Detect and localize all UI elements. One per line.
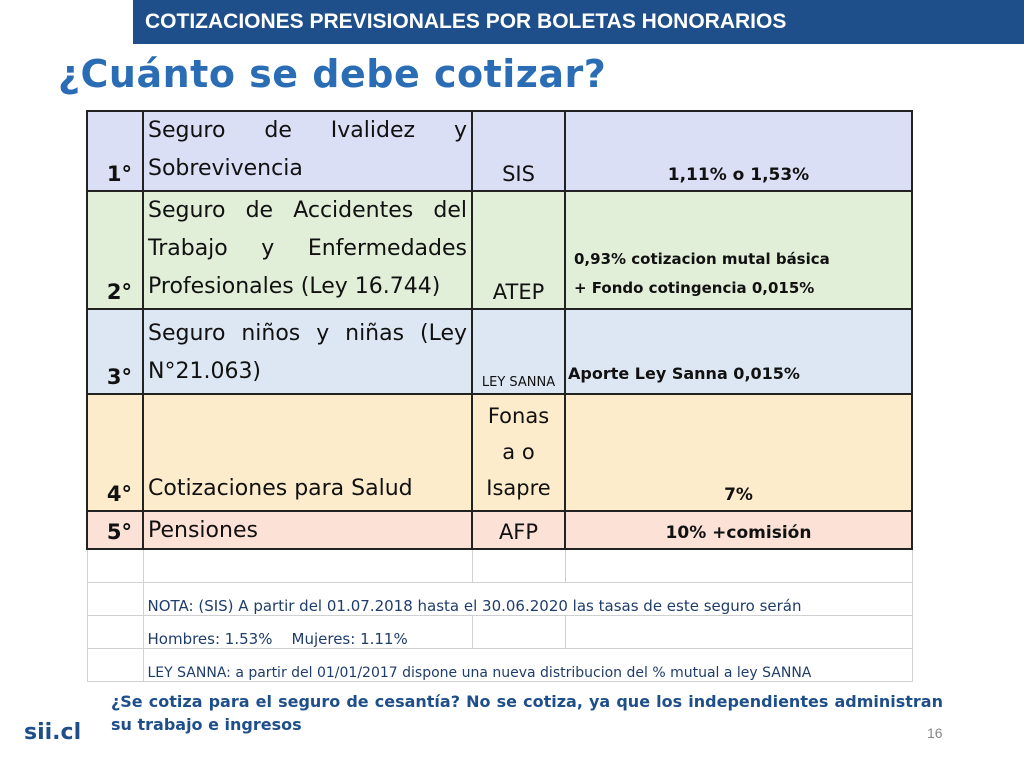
row-rate: 0,93% cotizacion mutal básica + Fondo co…	[564, 190, 913, 310]
code-line: Fonas	[487, 404, 550, 428]
code-line: Isapre	[486, 476, 551, 500]
row-number: 2°	[86, 190, 144, 310]
header-banner: COTIZACIONES PREVISIONALES POR BOLETAS H…	[133, 0, 1024, 44]
row-number: 4°	[86, 393, 144, 512]
table-row: 5° Pensiones AFP 10% +comisión	[86, 510, 913, 550]
code-line: a o	[502, 440, 535, 464]
note-rates: Hombres: 1.53% Mujeres: 1.11%	[142, 614, 473, 649]
row-rate: 10% +comisión	[564, 510, 913, 550]
note-row: NOTA: (SIS) A partir del 01.07.2018 hast…	[86, 581, 913, 616]
row-code: AFP	[471, 510, 566, 550]
row-rate: 1,11% o 1,53%	[564, 110, 913, 192]
row-description: Seguro niños y niñas (Ley N°21.063)	[142, 308, 473, 395]
table-row: 4° Cotizaciones para Salud Fonas a o Isa…	[86, 393, 913, 512]
row-number: 3°	[86, 308, 144, 395]
note-row: LEY SANNA: a partir del 01/01/2017 dispo…	[86, 647, 913, 682]
page-number: 16	[927, 725, 943, 741]
row-code: ATEP	[471, 190, 566, 310]
table-row: 1° Seguro de Ivalidez y Sobrevivencia SI…	[86, 110, 913, 192]
row-code: LEY SANNA	[471, 308, 566, 395]
note-sis: NOTA: (SIS) A partir del 01.07.2018 hast…	[142, 581, 913, 616]
rate-line: 0,93% cotizacion mutal básica	[574, 250, 830, 268]
sii-logo: sii.cl	[24, 720, 82, 745]
page-title: ¿Cuánto se debe cotizar?	[58, 52, 607, 96]
rate-line: + Fondo cotingencia 0,015%	[574, 279, 815, 297]
table-row: 2° Seguro de Accidentes del Trabajo y En…	[86, 190, 913, 310]
row-number: 5°	[86, 510, 144, 550]
row-code: SIS	[471, 110, 566, 192]
contributions-table: 1° Seguro de Ivalidez y Sobrevivencia SI…	[86, 110, 913, 682]
empty-row	[86, 548, 913, 583]
row-description: Cotizaciones para Salud	[142, 393, 473, 512]
header-title: COTIZACIONES PREVISIONALES POR BOLETAS H…	[145, 10, 787, 33]
row-description: Seguro de Accidentes del Trabajo y Enfer…	[142, 190, 473, 310]
note-row: Hombres: 1.53% Mujeres: 1.11%	[86, 614, 913, 649]
row-description: Pensiones	[142, 510, 473, 550]
row-code: Fonas a o Isapre	[471, 393, 566, 512]
note-sanna: LEY SANNA: a partir del 01/01/2017 dispo…	[142, 647, 913, 682]
row-number: 1°	[86, 110, 144, 192]
row-rate: 7%	[564, 393, 913, 512]
row-description: Seguro de Ivalidez y Sobrevivencia	[142, 110, 473, 192]
row-rate: Aporte Ley Sanna 0,015%	[564, 308, 913, 395]
table-row: 3° Seguro niños y niñas (Ley N°21.063) L…	[86, 308, 913, 395]
cesantia-question: ¿Se cotiza para el seguro de cesantía? N…	[111, 692, 943, 734]
